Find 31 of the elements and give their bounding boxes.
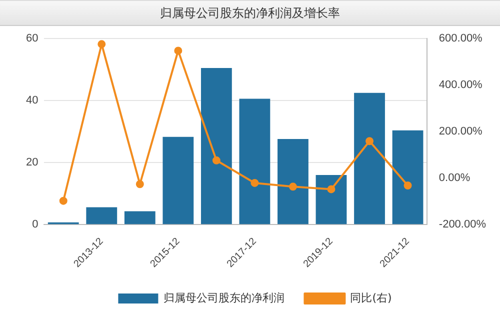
point [250, 178, 259, 187]
bar [162, 136, 194, 224]
bar [200, 68, 232, 224]
point [366, 137, 374, 146]
y2-tick-label: 0.00% [438, 172, 470, 184]
y-tick-label: 40 [26, 94, 38, 107]
legend-label: 同比(右) [350, 291, 392, 304]
y2-tick-label: 400.00% [438, 79, 483, 92]
y2-tick-label: 200.00% [438, 126, 483, 138]
point [404, 182, 412, 190]
y2-tick-label: -200.00% [438, 218, 486, 231]
y-tick-label: 60 [26, 32, 38, 45]
point [327, 185, 336, 194]
point [98, 40, 106, 48]
bar [316, 174, 347, 224]
bar [278, 139, 308, 224]
bar [392, 130, 424, 224]
point [174, 46, 182, 55]
bar [86, 207, 118, 224]
point [212, 156, 220, 164]
point [59, 196, 68, 205]
bar [354, 92, 385, 224]
y-tick-label: 20 [26, 156, 38, 169]
y-tick-label: 0 [32, 218, 38, 231]
chart-title: 归属母公司股东的净利润及增长率 [0, 0, 500, 26]
point [288, 182, 297, 191]
bar [239, 98, 270, 224]
legend-label: 归属母公司股东的净利润 [164, 291, 285, 304]
bar [124, 211, 156, 224]
y2-tick-label: 600.00% [438, 32, 483, 45]
point [136, 180, 144, 188]
